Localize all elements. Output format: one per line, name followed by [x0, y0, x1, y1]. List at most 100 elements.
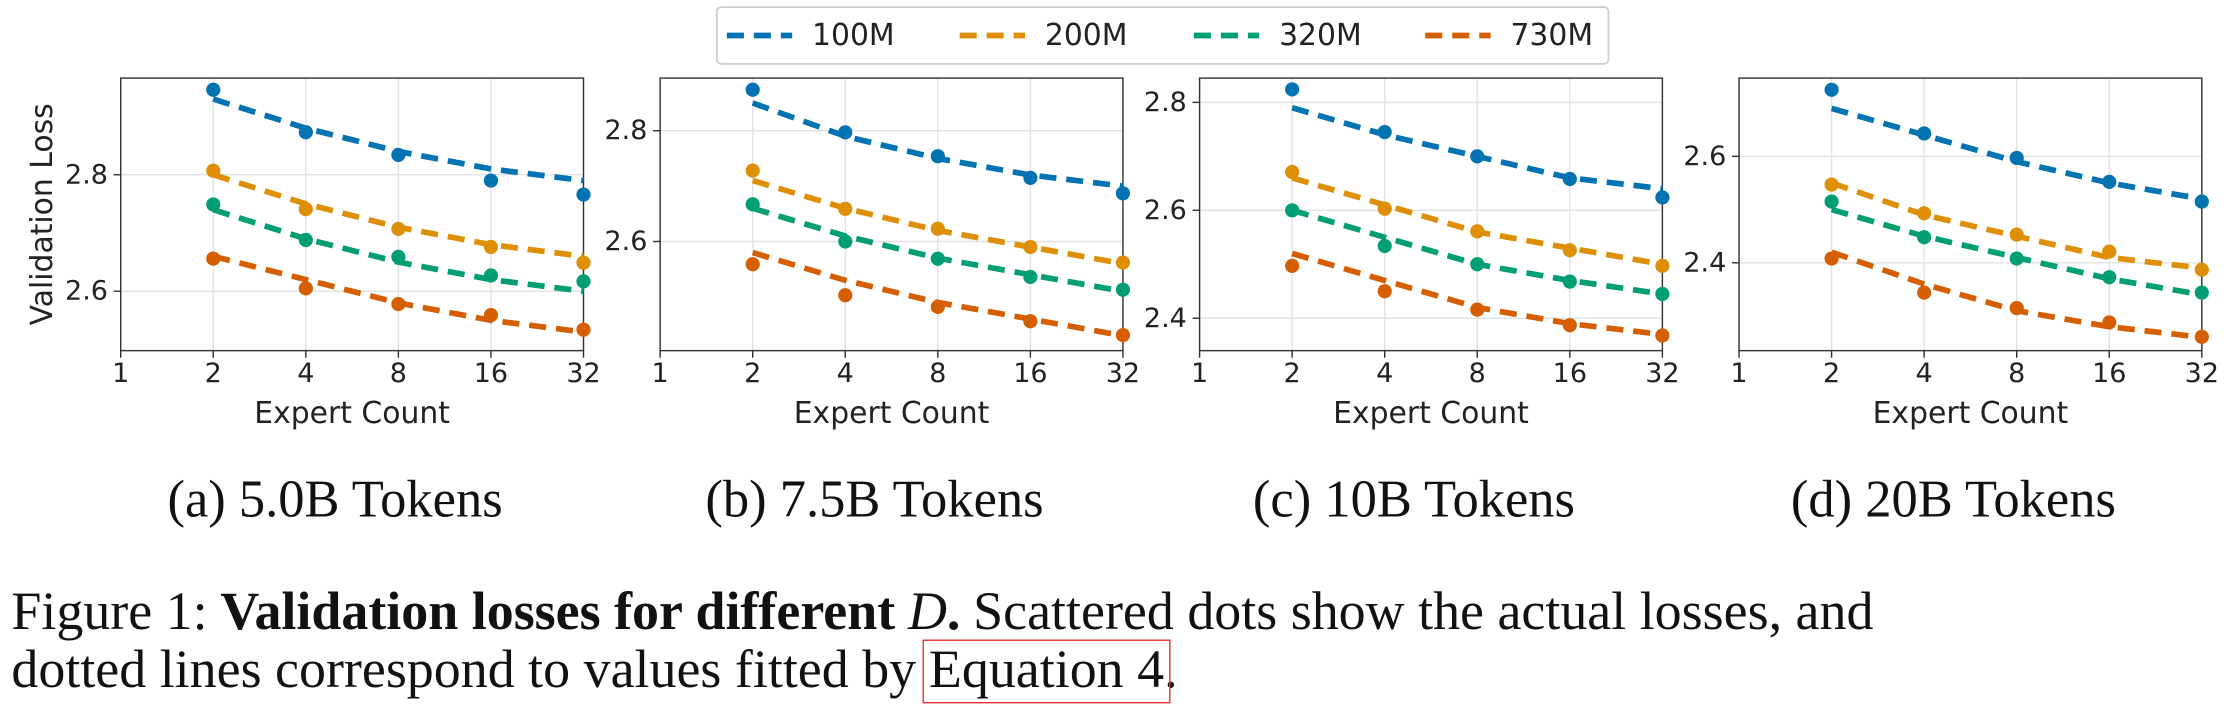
x-tick-label: 2: [1284, 358, 1301, 389]
data-point: [298, 125, 313, 140]
data-point: [1023, 269, 1038, 285]
caption-span: Figure 1:: [11, 581, 207, 641]
data-point: [483, 239, 499, 255]
x-tick-label: 4: [1916, 358, 1933, 389]
data-point: [1023, 170, 1038, 185]
data-point: [838, 201, 853, 216]
caption-span: D: [907, 581, 947, 641]
data-point: [1470, 302, 1485, 317]
legend-box: [716, 6, 1610, 65]
data-point: [838, 125, 853, 140]
y-tick-label: 2.4: [1144, 303, 1187, 334]
x-tick-label: 4: [297, 358, 314, 389]
data-point: [2009, 227, 2024, 242]
data-point: [1470, 149, 1485, 164]
caption-span: Scattered dots show the actual losses, a…: [973, 581, 1873, 641]
data-point: [745, 163, 760, 178]
subplot-caption: (d) 20B Tokens: [1791, 471, 2116, 529]
x-tick-label: 32: [2185, 358, 2219, 389]
data-point: [2009, 300, 2024, 316]
data-point: [1115, 255, 1131, 270]
data-point: [576, 187, 591, 202]
subplot-caption: (a) 5.0B Tokens: [167, 471, 502, 529]
y-tick-label: 2.6: [1683, 141, 1726, 172]
data-point: [1377, 124, 1392, 140]
data-point: [391, 249, 406, 264]
data-point: [1023, 314, 1038, 329]
x-tick-label: 2: [744, 358, 761, 389]
data-point: [2194, 329, 2209, 344]
data-point: [2102, 174, 2117, 189]
data-point: [2009, 150, 2024, 166]
y-tick-label: 2.4: [1683, 247, 1726, 278]
x-tick-label: 1: [112, 358, 129, 389]
data-point: [391, 221, 406, 237]
data-point: [930, 251, 945, 266]
plot-frame: [659, 77, 1124, 352]
x-axis-label: Expert Count: [1873, 396, 2069, 431]
data-point: [576, 274, 591, 289]
data-point: [1377, 201, 1392, 216]
data-point: [1917, 206, 1932, 221]
data-point: [1917, 126, 1932, 141]
data-point: [838, 234, 853, 249]
plot-frame: [120, 77, 585, 352]
data-point: [206, 251, 221, 266]
x-axis-label: Expert Count: [794, 396, 990, 431]
data-point: [838, 288, 853, 303]
x-tick-label: 32: [566, 358, 600, 389]
data-point: [2102, 270, 2117, 285]
data-point: [2194, 285, 2209, 300]
data-point: [1023, 239, 1038, 255]
data-point: [1285, 164, 1300, 180]
data-point: [206, 82, 221, 97]
x-tick-label: 16: [1013, 358, 1047, 389]
data-point: [2194, 262, 2209, 277]
data-point: [1115, 328, 1131, 343]
data-point: [1824, 177, 1839, 192]
caption-span: dotted lines correspond to values fitted…: [11, 639, 916, 699]
x-tick-label: 1: [1191, 358, 1208, 389]
data-point: [1562, 243, 1577, 258]
y-tick-label: 2.8: [1144, 87, 1187, 118]
data-point: [1655, 286, 1670, 302]
data-point: [1377, 238, 1392, 254]
data-point: [1285, 82, 1300, 97]
data-point: [2009, 251, 2024, 266]
x-tick-label: 32: [1645, 358, 1679, 389]
data-point: [1470, 257, 1485, 272]
data-point: [930, 149, 945, 164]
y-tick-label: 2.6: [65, 276, 108, 307]
data-point: [298, 281, 313, 296]
x-tick-label: 16: [474, 358, 508, 389]
x-tick-label: 16: [1553, 358, 1587, 389]
x-tick-label: 4: [1376, 358, 1393, 389]
data-point: [483, 173, 499, 188]
data-point: [1377, 284, 1392, 299]
caption-line: Figure 1: Validation losses for different…: [11, 581, 1873, 641]
equation-link[interactable]: Equation 4: [929, 639, 1164, 699]
data-point: [930, 299, 945, 314]
legend-label: 730M: [1510, 18, 1593, 53]
x-tick-label: 8: [929, 358, 946, 389]
data-point: [745, 257, 760, 272]
data-point: [391, 147, 406, 163]
x-tick-label: 1: [652, 358, 669, 389]
data-point: [2194, 194, 2209, 209]
data-point: [1655, 328, 1670, 343]
x-tick-label: 1: [1730, 358, 1747, 389]
y-tick-label: 2.8: [604, 115, 647, 146]
data-point: [745, 82, 760, 97]
subplot-caption: (b) 7.5B Tokens: [705, 471, 1043, 529]
x-tick-label: 2: [1823, 358, 1840, 389]
data-point: [1655, 190, 1670, 205]
data-point: [298, 202, 313, 217]
x-axis-label: Expert Count: [1333, 396, 1529, 431]
y-tick-label: 2.8: [65, 159, 108, 190]
x-tick-label: 32: [1106, 358, 1140, 389]
data-point: [1917, 230, 1932, 245]
x-tick-label: 8: [390, 358, 407, 389]
data-point: [576, 322, 591, 337]
data-point: [483, 268, 499, 283]
data-point: [391, 296, 406, 312]
